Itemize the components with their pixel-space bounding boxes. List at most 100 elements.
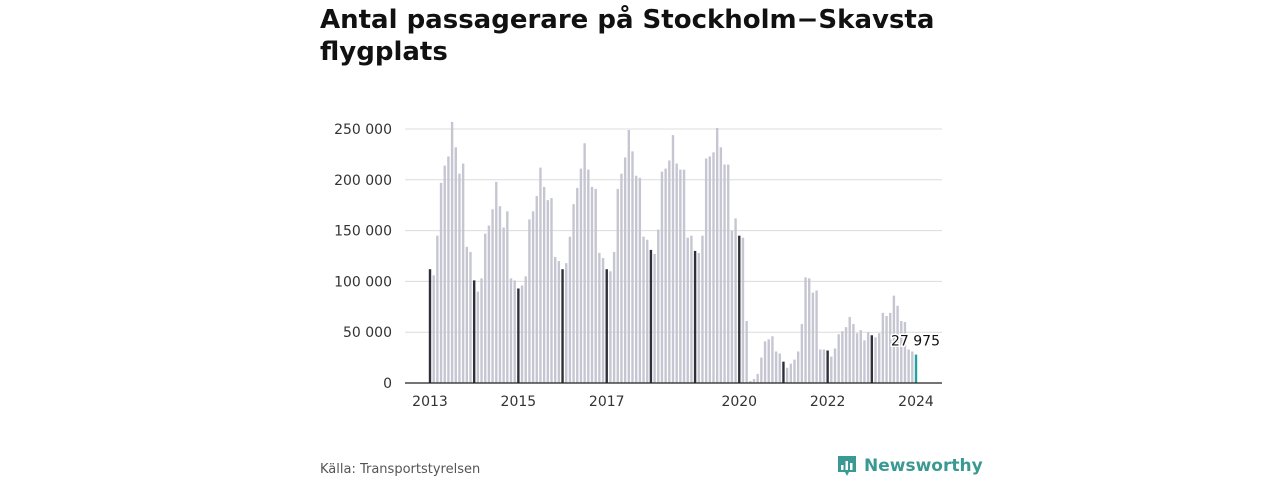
bar (679, 169, 682, 383)
bar (723, 164, 726, 383)
bar (594, 188, 597, 383)
bar (631, 151, 634, 383)
bar (833, 348, 837, 383)
bar (601, 258, 605, 383)
bar (848, 316, 851, 383)
bar (664, 168, 667, 383)
bar (738, 235, 741, 383)
bar (701, 235, 704, 383)
bar (454, 147, 457, 383)
y-tick-label: 100 000 (334, 274, 392, 290)
bar (509, 278, 513, 383)
bar (528, 219, 531, 383)
bar (870, 335, 874, 383)
bar (579, 168, 583, 383)
bar (690, 235, 693, 383)
bar (450, 121, 454, 383)
bar (800, 324, 804, 383)
bar (896, 305, 899, 383)
bar (885, 315, 888, 383)
bar (815, 290, 818, 383)
bar (874, 337, 877, 383)
bar (642, 236, 645, 383)
bar (439, 182, 443, 383)
bar (513, 280, 516, 383)
bar (819, 349, 822, 383)
source-note: Källa: Transportstyrelsen (320, 462, 481, 477)
bar (704, 158, 708, 383)
bar (550, 198, 553, 383)
bar (480, 278, 483, 383)
bar (498, 206, 502, 383)
bar (730, 230, 734, 383)
y-tick-label: 150 000 (334, 224, 392, 240)
bar (763, 341, 767, 383)
bar (686, 237, 689, 383)
bar (432, 275, 435, 383)
bar (443, 165, 446, 383)
bar (782, 361, 785, 383)
bar (844, 327, 848, 383)
y-tick-label: 0 (383, 376, 392, 392)
bar (907, 349, 910, 383)
y-tick-label: 50 000 (343, 325, 392, 341)
x-tick-label: 2013 (412, 394, 448, 410)
bar (778, 353, 781, 383)
bar (715, 127, 719, 383)
bar (565, 263, 568, 383)
bar (623, 157, 627, 383)
bar (653, 253, 656, 383)
brand-name: Newsworthy (864, 456, 983, 476)
bar (752, 378, 756, 383)
bar (771, 336, 774, 383)
x-tick-label: 2022 (810, 394, 846, 410)
bar (811, 292, 815, 383)
bar (638, 177, 642, 383)
bar (804, 277, 807, 383)
bar (590, 186, 594, 383)
bar (612, 251, 616, 383)
bar (620, 173, 623, 383)
bar (767, 339, 770, 383)
bar (668, 160, 671, 383)
bar (697, 252, 700, 383)
bar (719, 147, 723, 383)
bar (660, 171, 664, 383)
bar (741, 237, 745, 383)
bar (734, 218, 737, 383)
bar (561, 269, 564, 383)
bar (572, 204, 575, 383)
bar (708, 156, 712, 383)
bar (531, 211, 535, 383)
bar (796, 351, 800, 383)
chart-title: Antal passagerare på Stockholm−Skavsta f… (320, 5, 935, 67)
bar (487, 225, 491, 383)
bar (749, 380, 752, 383)
bar (472, 280, 476, 383)
newsworthy-logo-icon (838, 456, 856, 476)
bar (502, 227, 505, 383)
bar (756, 373, 759, 383)
brand-logo[interactable]: Newsworthy (836, 454, 983, 478)
bar (476, 291, 480, 383)
bar (568, 236, 572, 383)
bars (428, 121, 918, 383)
bar (808, 278, 811, 383)
bar (609, 271, 612, 383)
bar (428, 269, 432, 383)
bar (881, 312, 885, 383)
x-tick-label: 2017 (589, 394, 625, 410)
x-axis-labels: 2013 2015 2017 2020 2022 2024 (412, 394, 934, 410)
bar (461, 163, 465, 383)
bar (627, 130, 631, 383)
bar (911, 351, 914, 383)
bar (774, 351, 778, 383)
bar (506, 211, 509, 383)
bar (859, 330, 862, 383)
bar (517, 288, 520, 383)
bar (837, 334, 840, 383)
bar (491, 209, 494, 383)
bar (789, 363, 793, 383)
bar (436, 235, 439, 383)
